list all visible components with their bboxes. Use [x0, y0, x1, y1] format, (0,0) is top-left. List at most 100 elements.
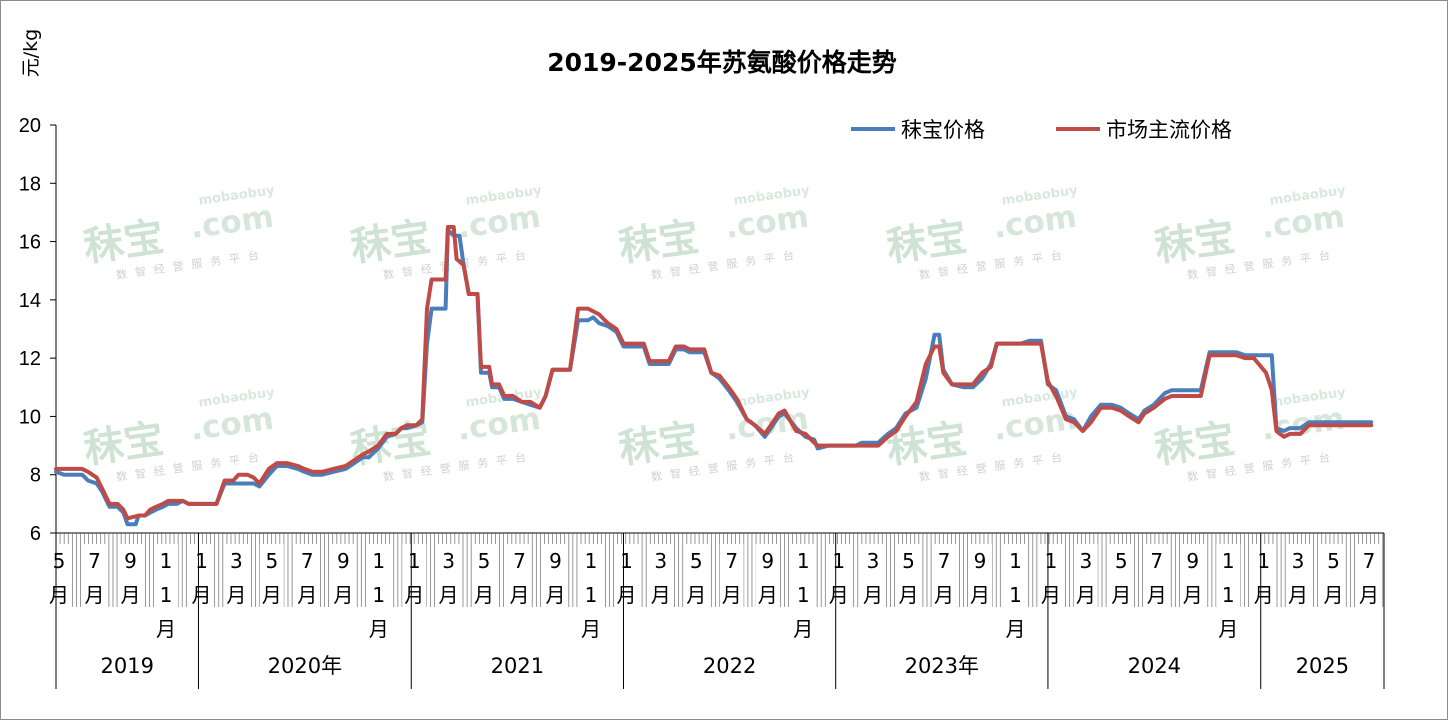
x-tick-label: 3 — [230, 549, 243, 573]
y-tick-label: 18 — [19, 173, 41, 195]
x-tick-label: 7 — [725, 549, 738, 573]
month-label-bg — [543, 544, 568, 610]
x-tick-label: 1 — [195, 549, 208, 573]
watermark-logo: 秣宝 — [616, 214, 702, 271]
year-label: 2025 — [1296, 654, 1349, 678]
x-tick-label: 1 — [797, 549, 810, 573]
y-tick-label: 8 — [30, 465, 41, 487]
x-tick-label: 1 — [1009, 549, 1022, 573]
x-tick-label: 月 — [863, 583, 883, 607]
month-label-bg — [791, 544, 816, 610]
x-tick-label: 月 — [1359, 583, 1379, 607]
watermark-logo: 秣宝 — [884, 214, 970, 271]
month-label-bg — [366, 544, 391, 610]
x-tick-label: 月 — [262, 583, 282, 607]
year-label: 2024 — [1128, 654, 1181, 678]
month-label-bg — [1180, 544, 1205, 610]
y-axis: 6 8 10 12 14 16 18 20 — [19, 115, 57, 545]
month-label-bg — [1286, 544, 1311, 610]
x-tick-label: 5 — [902, 549, 915, 573]
month-label-bg — [1038, 544, 1063, 610]
month-label-bg — [507, 544, 532, 610]
x-tick-label: 1 — [1222, 549, 1235, 573]
x-tick-label: 9 — [974, 549, 987, 573]
month-label-bg — [82, 544, 107, 610]
series-line-1 — [54, 227, 1374, 527]
x-tick-label: 9 — [549, 549, 562, 573]
year-label: 2019 — [100, 654, 153, 678]
legend: 秣宝价格 市场主流价格 — [851, 118, 1232, 142]
x-tick-label: 1 — [160, 549, 173, 573]
x-tick-label: 1 — [1045, 549, 1058, 573]
chart-title: 2019-2025年苏氨酸价格走势 — [547, 48, 897, 77]
x-tick-label: 月 — [651, 583, 671, 607]
watermark-logo: 秣宝 — [1152, 416, 1238, 473]
x-tick-label: 月 — [1076, 583, 1096, 607]
month-label-bg — [153, 544, 178, 610]
y-tick-label: 20 — [19, 115, 41, 137]
month-label-bg — [47, 544, 71, 610]
x-tick-label: 7 — [301, 549, 314, 573]
y-tick-label: 16 — [19, 232, 41, 254]
x-tick-label: 5 — [1115, 549, 1128, 573]
x-tick-label: 月 — [616, 583, 636, 607]
x-tick-label: 月 — [686, 583, 706, 607]
x-tick-label: 月 — [333, 583, 353, 607]
x-tick-label: 月 — [84, 583, 104, 607]
x-tick-label: 7 — [513, 549, 526, 573]
x-tick-label: 月 — [156, 617, 176, 641]
watermark-logo: 秣宝 — [348, 214, 434, 271]
month-label-bg — [472, 544, 497, 610]
watermark-logo: 秣宝 — [81, 214, 167, 271]
y-tick-label: 10 — [19, 406, 41, 428]
month-label-bg — [118, 544, 143, 610]
year-label: 2021 — [491, 654, 544, 678]
x-tick-label: 月 — [1218, 617, 1238, 641]
x-tick-label: 1 — [797, 583, 810, 607]
month-label-bg — [614, 544, 639, 610]
year-label: 2023年 — [905, 654, 979, 678]
x-tick-label: 1 — [372, 549, 385, 573]
y-tick-label: 6 — [30, 523, 41, 545]
x-tick-label: 7 — [938, 549, 951, 573]
x-tick-label: 1 — [832, 549, 845, 573]
x-tick-label: 月 — [1183, 583, 1203, 607]
month-label-bg — [259, 544, 284, 610]
year-label: 2022 — [703, 654, 756, 678]
x-tick-label: 5 — [478, 549, 491, 573]
x-tick-label: 月 — [1147, 583, 1167, 607]
x-tick-label: 月 — [1041, 583, 1061, 607]
month-label-bg — [896, 544, 921, 610]
x-tick-label: 月 — [1324, 583, 1344, 607]
x-tick-label: 月 — [1005, 617, 1025, 641]
x-tick-label: 1 — [408, 549, 421, 573]
x-tick-label: 月 — [509, 583, 529, 607]
x-tick-label: 3 — [442, 549, 455, 573]
month-label-bg — [402, 544, 427, 610]
x-tick-label: 月 — [898, 583, 918, 607]
x-tick-label: 月 — [474, 583, 494, 607]
x-tick-label: 月 — [121, 583, 141, 607]
watermark-logo: 秣宝 — [1152, 214, 1238, 271]
month-label-bg — [719, 544, 744, 610]
x-tick-label: 1 — [372, 583, 385, 607]
y-axis-label: 元/kg — [20, 29, 42, 77]
x-tick-label: 5 — [1327, 549, 1340, 573]
month-label-bg — [1109, 544, 1134, 610]
legend-label: 秣宝价格 — [901, 118, 985, 142]
x-tick-label: 9 — [1186, 549, 1199, 573]
month-label-bg — [579, 544, 604, 610]
x-tick-label: 3 — [1292, 549, 1305, 573]
x-tick-label: 5 — [265, 549, 278, 573]
legend-label: 市场主流价格 — [1106, 118, 1232, 142]
x-tick-label: 1 — [585, 583, 598, 607]
x-tick-label: 月 — [546, 583, 566, 607]
